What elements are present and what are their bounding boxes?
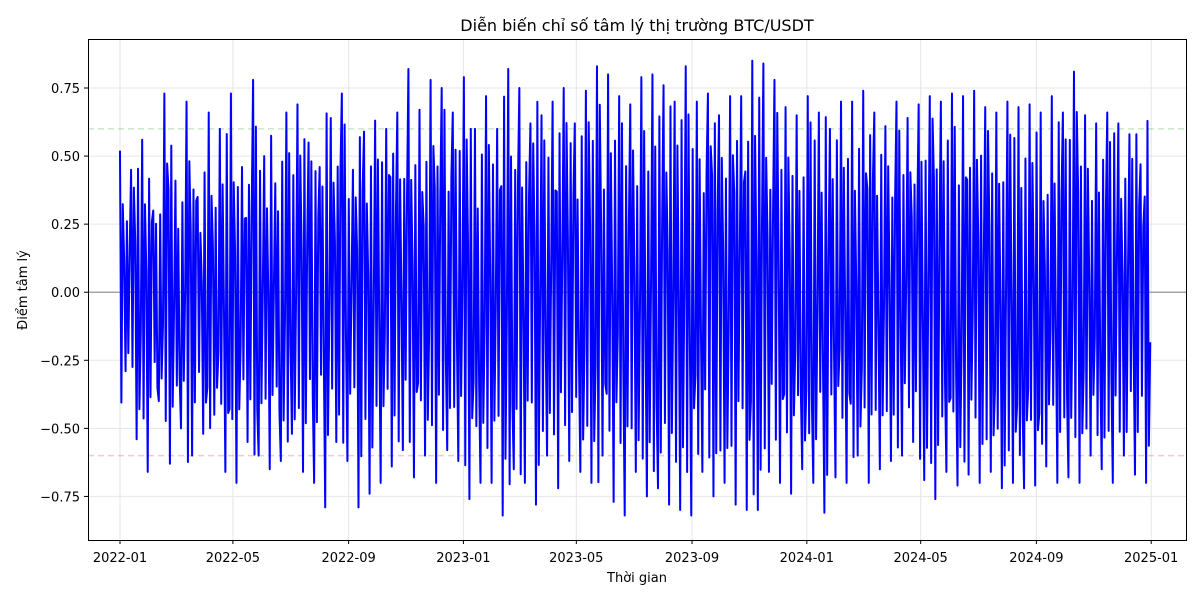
y-tick-label: 0.50 [51, 150, 80, 165]
x-tick-label: 2022-01 [93, 551, 147, 566]
x-tick-label: 2023-01 [436, 551, 490, 566]
series-layer [118, 59, 1152, 517]
x-tick-label: 2023-05 [549, 551, 603, 566]
y-axis: −0.75 −0.50 −0.25 0.00 0.25 0.50 0.75 [40, 82, 88, 505]
x-tick-label: 2025-01 [1124, 551, 1178, 566]
chart-title: Diễn biến chỉ số tâm lý thị trường BTC/U… [460, 16, 814, 35]
x-tick-label: 2024-01 [780, 551, 834, 566]
x-axis: 2022-01 2022-05 2022-09 2023-01 2023-05 2023-… [93, 540, 1178, 566]
x-axis-label: Thời gian [606, 571, 667, 586]
x-tick-label: 2022-05 [206, 551, 260, 566]
y-tick-label: 0.75 [51, 82, 80, 97]
x-tick-label: 2022-09 [321, 551, 375, 566]
y-tick-label: −0.25 [40, 354, 80, 369]
sentiment-series-line [118, 59, 1152, 517]
y-axis-label: Điểm tâm lý [16, 250, 31, 330]
x-tick-label: 2024-09 [1009, 551, 1063, 566]
plot-frame [88, 39, 1187, 541]
x-tick-label: 2023-09 [665, 551, 719, 566]
y-tick-label: 0.25 [51, 218, 80, 233]
y-tick-label: 0.00 [51, 286, 80, 301]
y-tick-label: −0.75 [40, 490, 80, 505]
y-tick-label: −0.50 [40, 422, 80, 437]
x-tick-label: 2024-05 [894, 551, 948, 566]
